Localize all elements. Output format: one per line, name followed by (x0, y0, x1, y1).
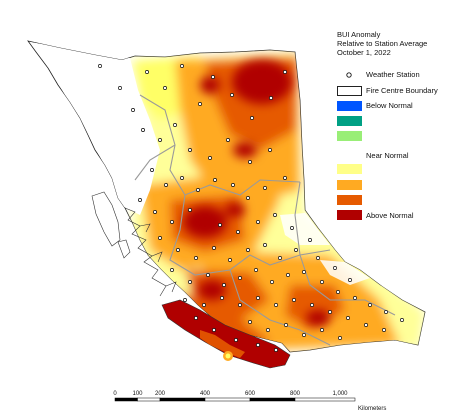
legend-swatch-below-normal-3 (337, 131, 362, 141)
legend-swatch-near-normal (337, 164, 362, 174)
legend-label-below-normal: Below Normal (366, 101, 413, 110)
map-title: BUI Anomaly (337, 30, 381, 39)
scale-tick-label: 1,000 (332, 391, 348, 397)
vancouver-island (161, 299, 291, 369)
legend-swatch-below-normal-1 (337, 101, 362, 111)
anomaly-surface (30, 42, 425, 352)
weather-station-markers (98, 64, 404, 352)
legend-swatch-fire-centre (337, 86, 362, 96)
legend-label-above-normal: Above Normal (366, 211, 414, 220)
legend-swatch-below-normal-2 (337, 116, 362, 126)
legend-label-fire-centre-boundary: Fire Centre Boundary (366, 86, 438, 95)
scale-tick-label: 800 (290, 391, 301, 397)
legend-label-weather-station: Weather Station (366, 70, 420, 79)
legend-label-near-normal: Near Normal (366, 151, 409, 160)
legend-swatch-above-normal-1 (337, 180, 362, 190)
legend-swatch-above-normal-3 (337, 210, 362, 220)
scale-tick-label: 400 (200, 391, 211, 397)
scale-tick-label: 0 (113, 391, 117, 397)
weather-station-icon (346, 72, 352, 78)
scale-tick-label: 200 (155, 391, 166, 397)
scale-unit-label: Kilometers (358, 406, 386, 412)
map-subtitle: Relative to Station Average (337, 39, 428, 48)
legend-swatch-above-normal-2 (337, 195, 362, 205)
fire-centre-boundaries (134, 94, 396, 346)
scale-bar: 0 100 200 400 600 800 1,000 Kilometers (113, 391, 386, 412)
haida-gwaii (91, 191, 131, 259)
scale-tick-label: 100 (132, 391, 143, 397)
map-date: October 1, 2022 (337, 48, 391, 57)
scale-tick-label: 600 (245, 391, 256, 397)
coastline (124, 207, 177, 297)
